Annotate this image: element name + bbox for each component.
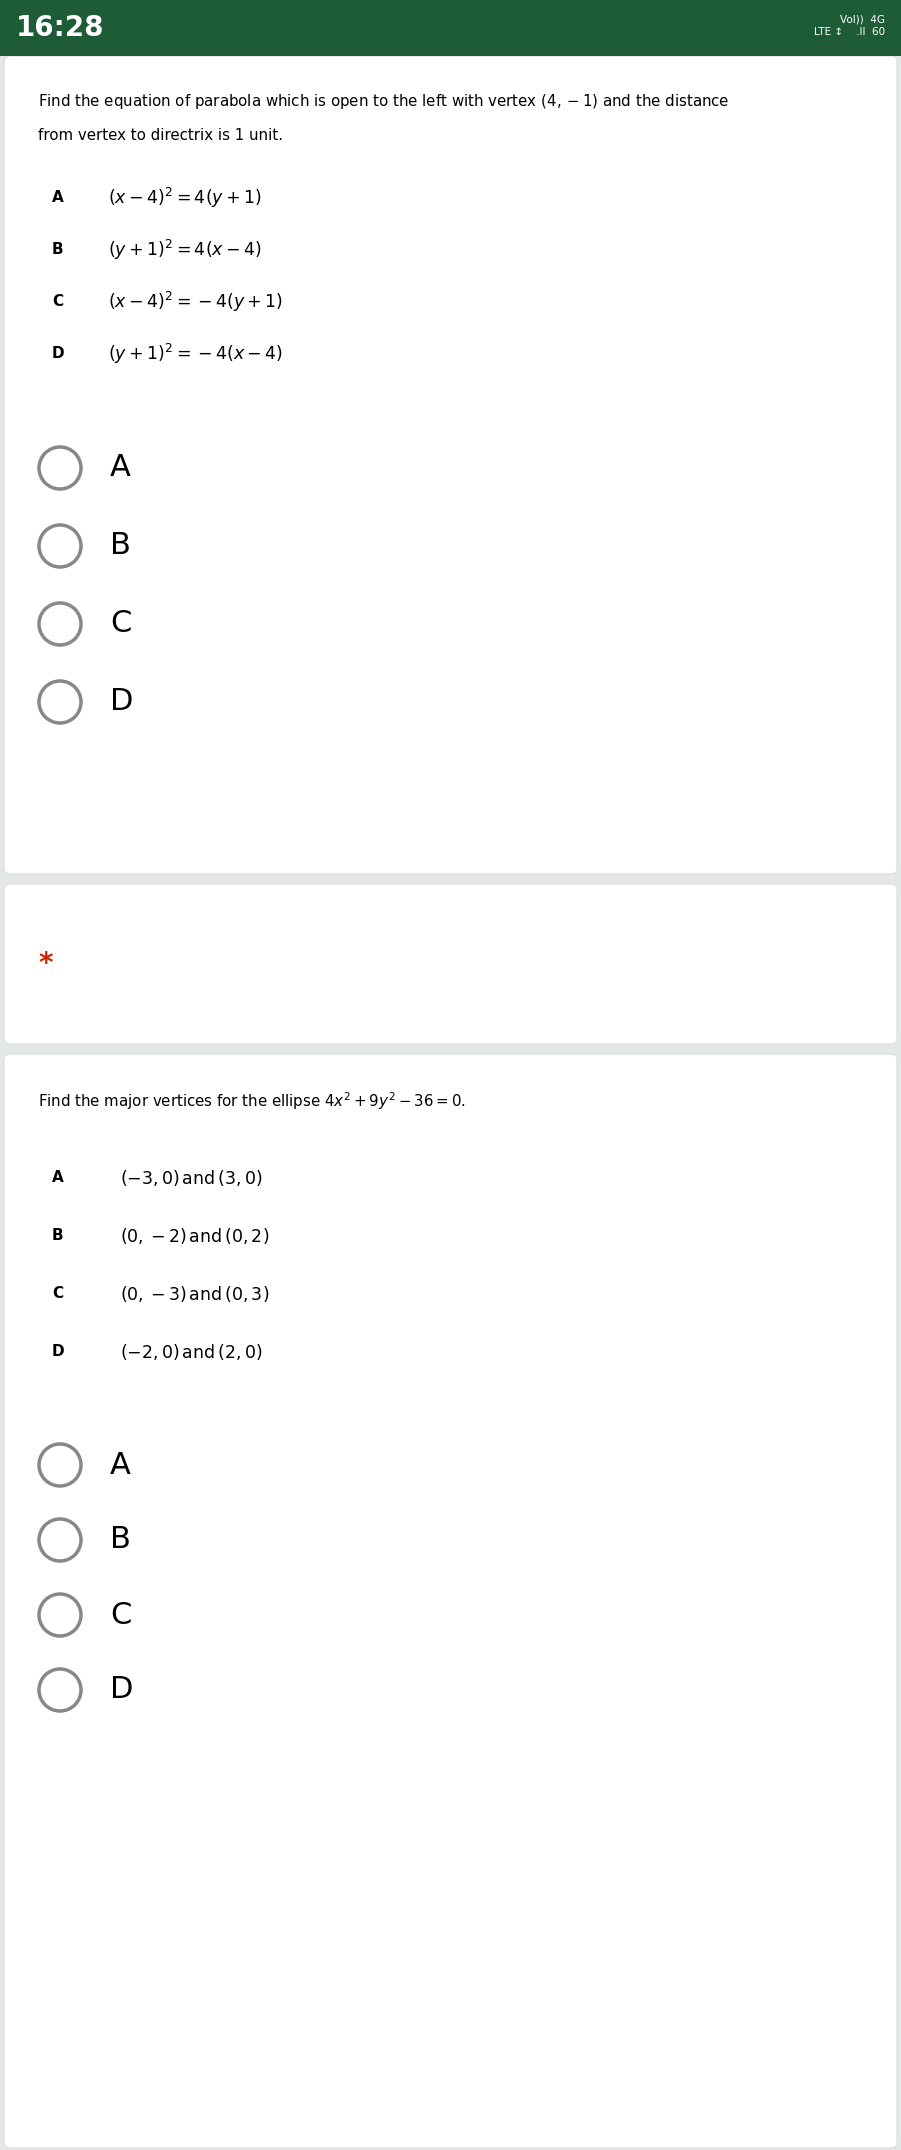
Text: D: D [52,1344,65,1359]
Text: $(-3,0)\,\mathrm{and}\,(3,0)$: $(-3,0)\,\mathrm{and}\,(3,0)$ [120,1167,262,1189]
Text: Find the major vertices for the ellipse $4x^{2}+9y^{2}-36=0.$: Find the major vertices for the ellipse … [38,1090,466,1112]
Text: $(0,-2)\,\mathrm{and}\,(0,2)$: $(0,-2)\,\mathrm{and}\,(0,2)$ [120,1226,269,1247]
Text: C: C [110,1600,132,1630]
Text: B: B [52,243,64,258]
Text: A: A [52,191,64,206]
Text: Vol))  4G: Vol)) 4G [840,15,885,26]
Text: C: C [52,1286,63,1301]
FancyBboxPatch shape [4,56,897,875]
FancyBboxPatch shape [4,884,897,1045]
Text: D: D [52,346,65,361]
Text: B: B [110,1526,131,1554]
Text: $(0,-3)\,\mathrm{and}\,(0,3)$: $(0,-3)\,\mathrm{and}\,(0,3)$ [120,1284,269,1305]
Text: B: B [110,531,131,561]
Text: $(y+1)^{2}=-4(x-4)$: $(y+1)^{2}=-4(x-4)$ [108,342,283,366]
Text: $(x-4)^{2}=-4(y+1)$: $(x-4)^{2}=-4(y+1)$ [108,290,283,314]
Text: D: D [110,1675,133,1705]
Text: A: A [52,1170,64,1185]
Text: $(x-4)^{2}=4(y+1)$: $(x-4)^{2}=4(y+1)$ [108,185,261,211]
Text: A: A [110,1451,131,1479]
Text: LTE ↕    .ll  60: LTE ↕ .ll 60 [814,28,885,37]
Text: *: * [38,950,52,978]
Text: B: B [52,1228,64,1243]
Text: C: C [110,608,132,639]
Text: $(y+1)^{2}=4(x-4)$: $(y+1)^{2}=4(x-4)$ [108,239,261,262]
Text: $(-2,0)\,\mathrm{and}\,(2,0)$: $(-2,0)\,\mathrm{and}\,(2,0)$ [120,1342,262,1361]
Text: 16:28: 16:28 [16,15,105,43]
FancyBboxPatch shape [4,1054,897,2148]
Text: C: C [52,295,63,310]
Text: from vertex to directrix is 1 unit.: from vertex to directrix is 1 unit. [38,129,283,144]
Bar [0,869,901,890]
Bar [0,0,901,56]
Text: A: A [110,454,131,482]
Text: Find the equation of parabola which is open to the left with vertex $(4,-1)$ and: Find the equation of parabola which is o… [38,92,730,112]
Text: D: D [110,688,133,716]
